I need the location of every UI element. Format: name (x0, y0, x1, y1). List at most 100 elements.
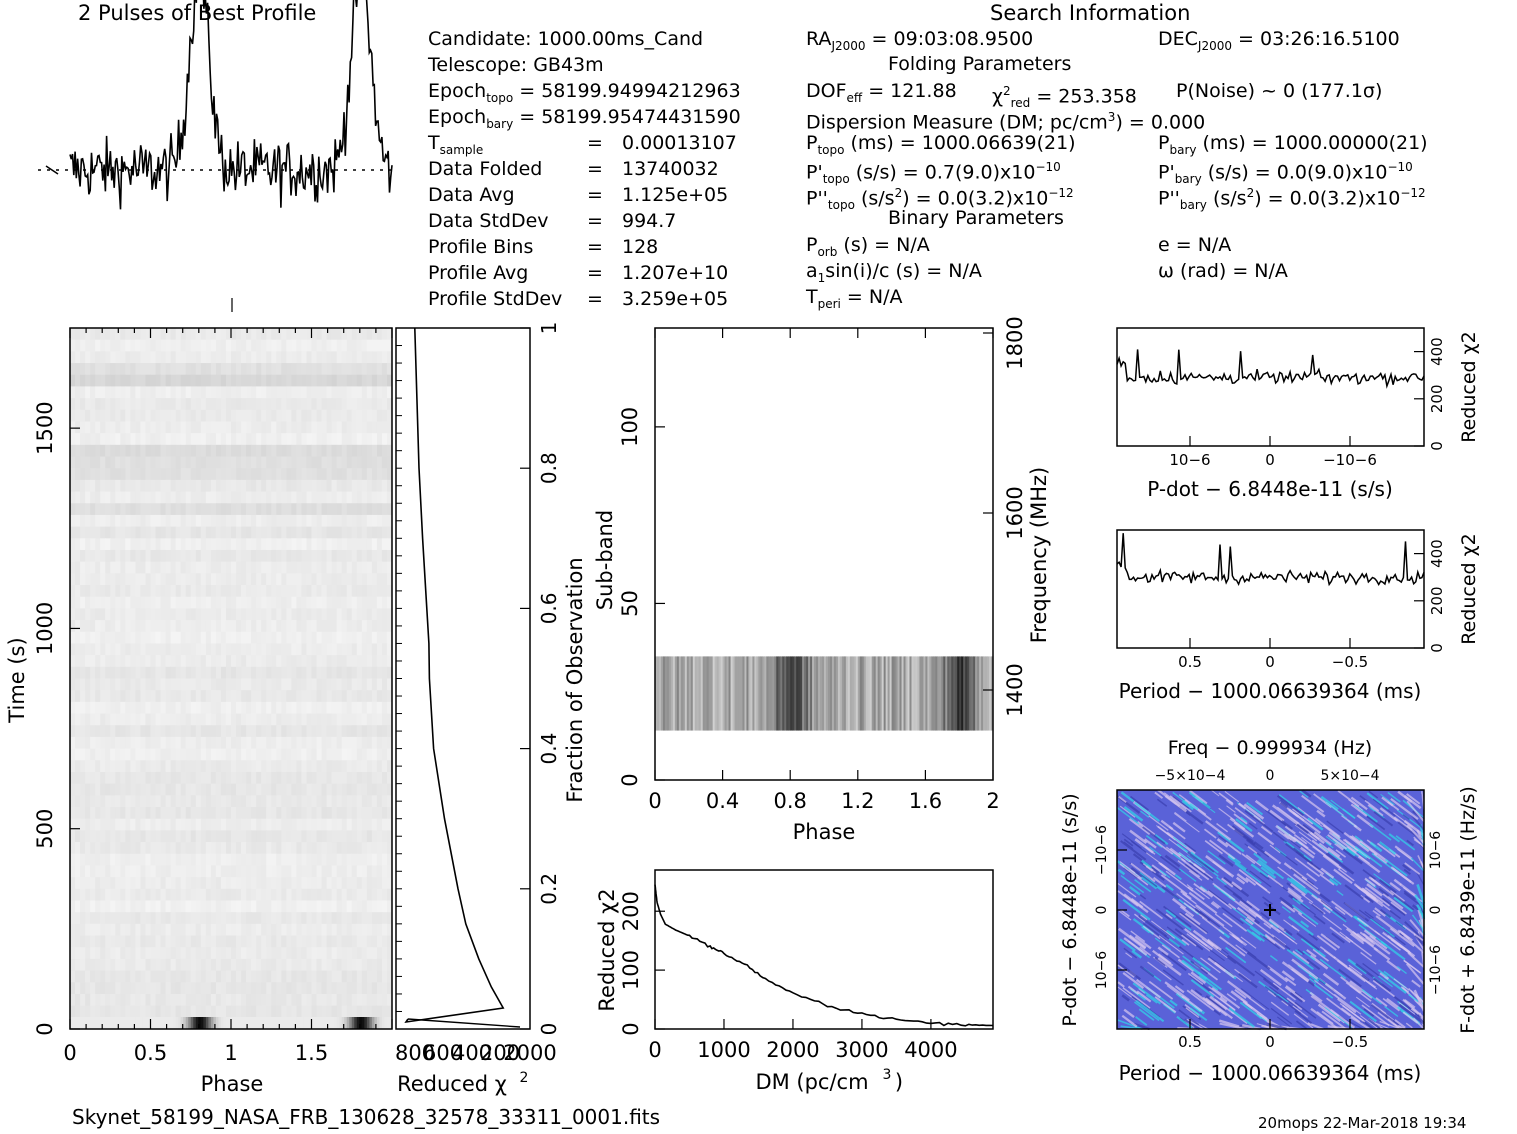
time-phase-cell (291, 959, 297, 971)
time-phase-cell (100, 328, 106, 340)
time-phase-cell (241, 702, 247, 714)
time-phase-cell (135, 643, 141, 655)
time-phase-cell (266, 632, 272, 644)
time-phase-cell (301, 585, 307, 597)
time-phase-cell (90, 947, 96, 959)
time-phase-cell (110, 994, 116, 1006)
time-phase-cell (231, 655, 237, 667)
time-phase-cell (377, 994, 383, 1006)
time-phase-cell (85, 503, 91, 515)
time-phase-cell (276, 819, 282, 831)
time-phase-cell (206, 690, 212, 702)
time-phase-cell (80, 877, 86, 889)
time-phase-cell (85, 679, 91, 691)
time-phase-cell (301, 445, 307, 457)
time-phase-cell (191, 632, 197, 644)
time-phase-cell (266, 737, 272, 749)
time-phase-cell (100, 737, 106, 749)
time-phase-cell (145, 714, 151, 726)
time-phase-cell (312, 865, 318, 877)
time-phase-cell (171, 982, 177, 994)
time-phase-cell (216, 585, 222, 597)
time-phase-cell (296, 1006, 302, 1018)
time-phase-cell (201, 877, 207, 889)
time-phase-cell (322, 643, 328, 655)
time-phase-cell (176, 632, 182, 644)
time-phase-cell (100, 702, 106, 714)
time-phase-cell (291, 480, 297, 492)
time-phase-cell (216, 679, 222, 691)
time-phase-cell (276, 667, 282, 679)
time-phase-cell (145, 457, 151, 469)
time-phase-cell (80, 398, 86, 410)
time-phase-cell (166, 503, 172, 515)
time-phase-cell (191, 994, 197, 1006)
time-phase-cell (327, 924, 333, 936)
time-phase-cell (251, 690, 257, 702)
time-phase-cell (156, 760, 162, 772)
time-phase-cell (241, 900, 247, 912)
time-phase-cell (236, 912, 242, 924)
time-phase-cell (291, 328, 297, 340)
time-phase-cell (196, 433, 202, 445)
time-phase-cell (317, 386, 323, 398)
time-phase-cell (125, 784, 131, 796)
time-phase-cell (271, 936, 277, 948)
time-phase-cell (135, 480, 141, 492)
time-phase-cell (130, 351, 136, 363)
time-phase-cell (85, 573, 91, 585)
time-phase-cell (296, 492, 302, 504)
time-phase-cell (135, 655, 141, 667)
time-phase-cell (251, 410, 257, 422)
time-phase-cell (206, 363, 212, 375)
time-phase-cell (176, 492, 182, 504)
time-phase-cell (226, 725, 232, 737)
time-phase-cell (191, 877, 197, 889)
time-phase-cell (226, 386, 232, 398)
time-phase-cell (306, 971, 312, 983)
time-phase-cell (75, 457, 81, 469)
time-phase-cell (256, 690, 262, 702)
time-phase-cell (226, 959, 232, 971)
time-phase-cell (176, 877, 182, 889)
time-phase-cell (90, 492, 96, 504)
time-phase-cell (130, 737, 136, 749)
time-phase-cell (266, 760, 272, 772)
time-phase-cell (206, 784, 212, 796)
time-phase-cell (266, 912, 272, 924)
time-phase-cell (80, 375, 86, 387)
time-phase-cell (181, 433, 187, 445)
time-phase-cell (125, 573, 131, 585)
time-phase-cell (322, 538, 328, 550)
time-phase-cell (95, 421, 101, 433)
time-phase-cell (221, 877, 227, 889)
time-phase-cell (231, 947, 237, 959)
time-phase-cell (291, 608, 297, 620)
time-phase-cell (367, 842, 373, 854)
time-phase-cell (362, 865, 368, 877)
time-phase-cell (312, 889, 318, 901)
time-phase-cell (176, 725, 182, 737)
time-phase-cell (110, 737, 116, 749)
time-phase-cell (372, 445, 378, 457)
time-phase-cell (140, 386, 146, 398)
time-phase-cell (286, 457, 292, 469)
time-phase-cell (261, 971, 267, 983)
time-phase-cell (281, 725, 287, 737)
time-phase-cell (90, 351, 96, 363)
time-phase-cell (377, 947, 383, 959)
time-phase-cell (372, 819, 378, 831)
time-phase-cell (271, 690, 277, 702)
time-phase-cell (181, 410, 187, 422)
time-phase-cell (256, 468, 262, 480)
time-phase-cell (90, 842, 96, 854)
time-phase-cell (100, 667, 106, 679)
time-phase-cell (161, 375, 167, 387)
time-phase-cell (166, 643, 172, 655)
time-phase-cell (145, 959, 151, 971)
time-phase-cell (291, 515, 297, 527)
time-phase-cell (75, 433, 81, 445)
time-phase-cell (166, 655, 172, 667)
time-phase-cell (95, 632, 101, 644)
time-phase-cell (80, 912, 86, 924)
